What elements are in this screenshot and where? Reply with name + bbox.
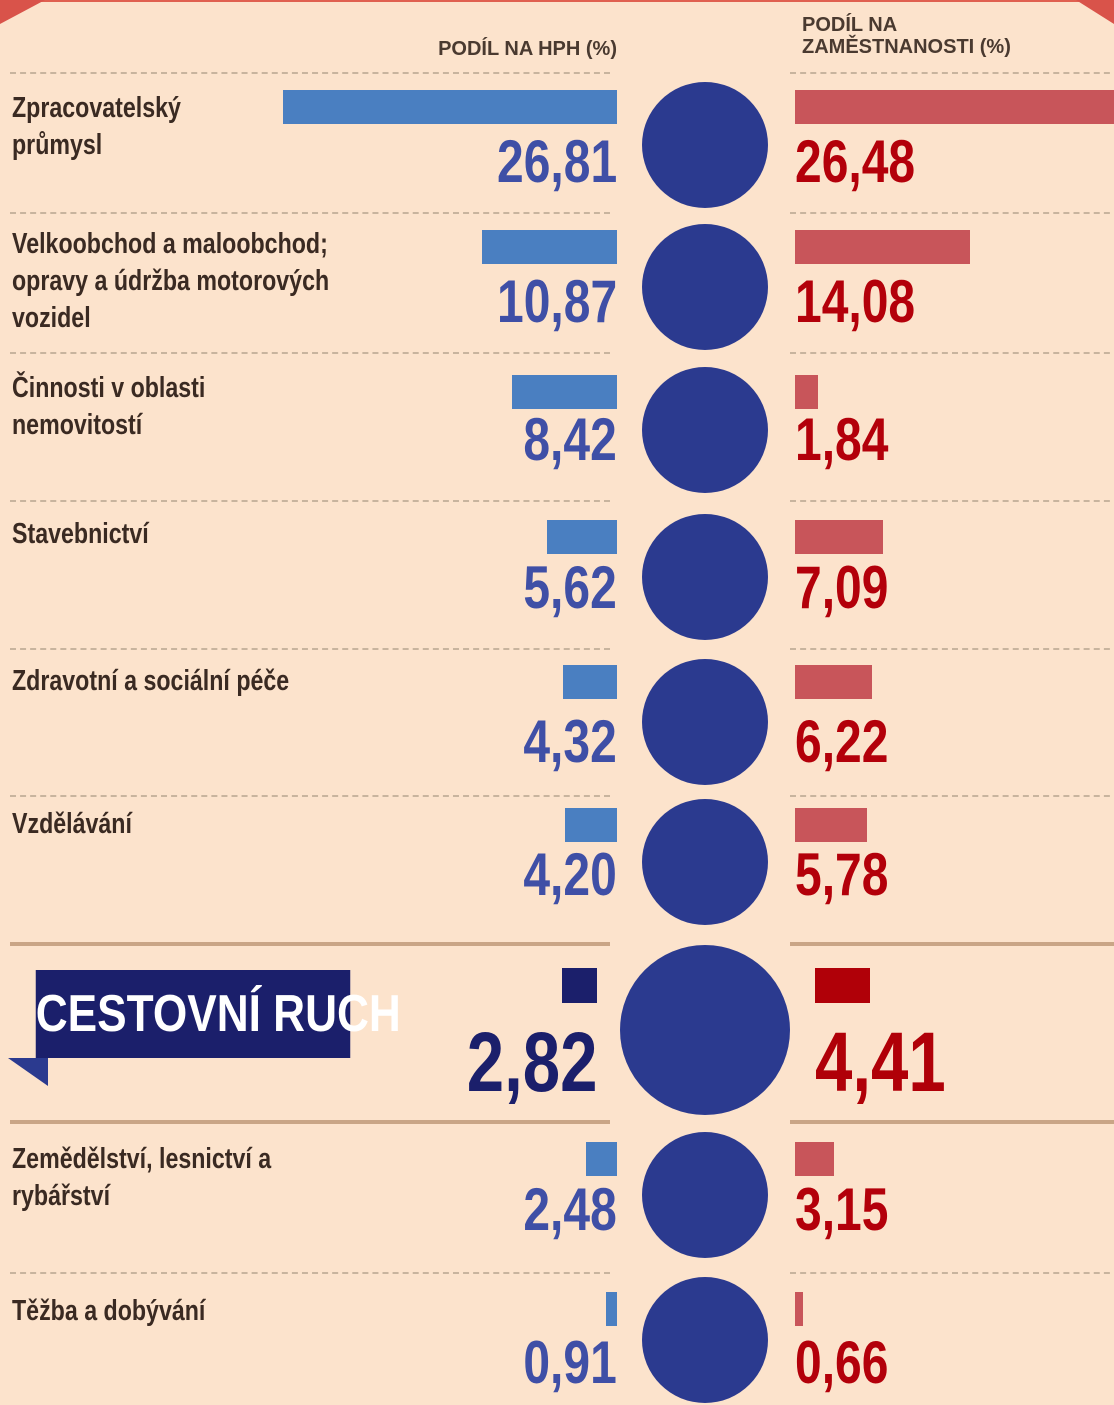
- bar: [795, 520, 884, 554]
- value-label: 8,42: [523, 406, 617, 473]
- bar: [561, 968, 597, 1003]
- icon: [642, 1132, 768, 1258]
- category-label: Vzdělávání: [12, 808, 132, 840]
- separator: [790, 500, 1114, 502]
- icon: [642, 799, 768, 925]
- bar: [547, 520, 617, 554]
- value-label: 2,48: [523, 1176, 617, 1243]
- separator: [10, 942, 610, 946]
- separator: [790, 1272, 1114, 1274]
- value-label: 5,78: [795, 841, 889, 908]
- bar: [795, 90, 1114, 124]
- separator: [790, 648, 1114, 650]
- value-label: 0,91: [523, 1329, 617, 1396]
- bar: [795, 1142, 835, 1176]
- ribbon-fold: [8, 1058, 48, 1086]
- value-label: 4,20: [523, 841, 617, 908]
- category-label: Těžba a dobývání: [12, 1295, 206, 1327]
- category-label: Zemědělství, lesnictví a rybářství: [12, 1143, 272, 1212]
- icon: [642, 514, 768, 640]
- value-label: 2,82: [466, 1015, 597, 1109]
- category-label: Stavebnictví: [12, 518, 149, 550]
- separator: [10, 72, 610, 74]
- value-label: 1,84: [795, 406, 889, 473]
- separator: [790, 942, 1114, 946]
- separator: [10, 795, 610, 797]
- category-label: Zpracovatelský průmysl: [12, 92, 181, 161]
- separator: [10, 500, 610, 502]
- value-label: 26,81: [496, 128, 617, 195]
- bar: [564, 808, 617, 842]
- value-label: 5,62: [523, 554, 617, 621]
- category-label: Zdravotní a sociální péče: [12, 665, 290, 697]
- separator: [790, 352, 1114, 354]
- bar: [512, 375, 617, 409]
- bar: [481, 230, 617, 264]
- value-label: 14,08: [795, 268, 916, 335]
- value-label: 0,66: [795, 1329, 889, 1396]
- bar: [283, 90, 617, 124]
- icon: [642, 1277, 768, 1403]
- value-label: 4,32: [523, 708, 617, 775]
- bar: [795, 230, 971, 264]
- separator: [10, 1120, 610, 1124]
- icon: [642, 367, 768, 493]
- icon: [642, 224, 768, 350]
- value-label: 26,48: [795, 128, 916, 195]
- category-label: CESTOVNÍ RUCH: [35, 970, 401, 1058]
- bar: [795, 375, 818, 409]
- separator: [10, 352, 610, 354]
- value-label: 6,22: [795, 708, 889, 775]
- separator: [790, 795, 1114, 797]
- icon: [642, 659, 768, 785]
- value-label: 7,09: [795, 554, 889, 621]
- value-label: 4,41: [815, 1015, 946, 1109]
- separator: [790, 212, 1114, 214]
- bar: [795, 808, 867, 842]
- category-label: Velkoobchod a maloobchod; opravy a údržb…: [12, 228, 330, 334]
- left-header: PODÍL NA HPH (%): [438, 38, 617, 60]
- bar: [795, 1292, 804, 1326]
- top-decor: [0, 0, 1114, 24]
- bar: [605, 1292, 617, 1326]
- category-label: Činnosti v oblasti nemovitostí: [12, 372, 206, 441]
- bar: [795, 665, 873, 699]
- separator: [790, 72, 1114, 74]
- value-label: 3,15: [795, 1176, 889, 1243]
- right-header: PODÍL NA ZAMĚSTNANOSTI (%): [802, 14, 1011, 58]
- bar: [815, 968, 870, 1003]
- separator: [10, 1272, 610, 1274]
- icon: [642, 82, 768, 208]
- bar: [563, 665, 617, 699]
- separator: [790, 1120, 1114, 1124]
- bar: [586, 1142, 617, 1176]
- value-label: 10,87: [496, 268, 617, 335]
- separator: [10, 212, 610, 214]
- separator: [10, 648, 610, 650]
- icon: [620, 945, 790, 1115]
